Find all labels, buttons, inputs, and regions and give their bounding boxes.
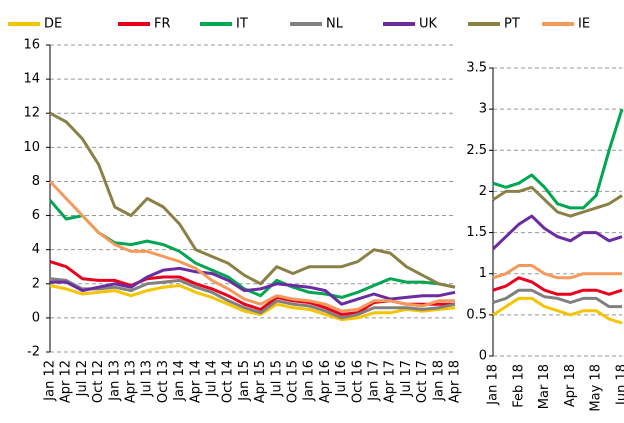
x-tick-label: Apr 12 — [59, 360, 74, 403]
legend-label: IT — [236, 17, 248, 32]
series-line — [492, 185, 623, 218]
series-line — [492, 264, 622, 280]
y-tick-label: 8 — [32, 174, 40, 189]
legend-label: FR — [154, 17, 171, 32]
x-tick-label: Apr 15 — [253, 360, 268, 403]
y-tick-label: 0 — [32, 310, 40, 325]
y-tick-label: 16 — [23, 38, 40, 53]
y-tick-label: -2 — [27, 345, 40, 360]
x-tick-label: Jul 13 — [140, 360, 155, 397]
x-tick-label: Jul 12 — [75, 360, 90, 397]
x-tick-label: Apr 16 — [318, 360, 333, 403]
series-line — [49, 284, 456, 322]
x-tick-label: Jul 14 — [205, 360, 220, 397]
series-line — [492, 288, 622, 309]
x-tick-label: Jun 18 — [615, 364, 624, 406]
x-tick-label: Mar 18 — [537, 364, 552, 409]
x-tick-label: Oct 14 — [221, 360, 236, 403]
y-tick-label: 3.5 — [466, 61, 487, 76]
y-tick-label: 12 — [23, 106, 40, 121]
x-tick-label: Jan 18 — [431, 360, 446, 402]
x-tick-label: Jan 12 — [43, 360, 58, 402]
legend-label: UK — [419, 17, 438, 32]
series-line — [49, 277, 456, 320]
legend-label: DE — [44, 17, 62, 32]
x-tick-label: Oct 12 — [91, 360, 106, 403]
series-line — [492, 276, 623, 296]
legend-label: IE — [578, 17, 590, 32]
x-tick-label: Feb 18 — [511, 364, 526, 408]
x-tick-label: Apr 18 — [448, 360, 463, 403]
series-line — [492, 296, 623, 325]
y-tick-label: 6 — [32, 208, 40, 223]
y-tick-label: 1 — [479, 266, 487, 281]
y-tick-label: 2.5 — [466, 143, 487, 158]
series-line — [48, 199, 456, 299]
y-tick-label: 3 — [479, 102, 487, 117]
series-line — [49, 111, 456, 289]
legend-label: NL — [326, 17, 344, 32]
y-tick-label: 14 — [23, 72, 40, 87]
x-tick-label: May 18 — [589, 364, 604, 412]
y-tick-label: 0 — [479, 349, 487, 364]
x-tick-label: Jan 17 — [367, 360, 382, 402]
x-tick-label: Jul 17 — [399, 360, 414, 397]
y-tick-label: 10 — [23, 140, 40, 155]
x-tick-label: Oct 17 — [415, 360, 430, 403]
y-tick-label: 1.5 — [466, 225, 487, 240]
x-tick-label: Jan 13 — [107, 360, 122, 402]
series-line — [48, 180, 455, 313]
y-tick-label: 2 — [479, 184, 487, 199]
x-tick-label: Jan 16 — [302, 360, 317, 402]
series-line — [50, 266, 456, 306]
legend-label: PT — [504, 17, 520, 32]
y-tick-label: 0.5 — [466, 307, 487, 322]
x-tick-label: Jan 15 — [237, 360, 252, 402]
y-tick-label: 2 — [32, 276, 40, 291]
x-tick-label: Apr 14 — [188, 360, 203, 403]
x-tick-label: Oct 15 — [286, 360, 301, 403]
x-tick-label: Jan 14 — [172, 360, 187, 402]
x-tick-label: Jul 15 — [269, 360, 284, 397]
x-tick-label: Oct 13 — [156, 360, 171, 403]
x-tick-label: Jan 18 — [486, 364, 501, 406]
series-line — [492, 108, 624, 210]
x-tick-label: Apr 17 — [383, 360, 398, 403]
series-line — [491, 214, 623, 251]
y-tick-label: 4 — [32, 242, 40, 257]
x-tick-label: Apr 13 — [124, 360, 139, 403]
x-tick-label: Apr 18 — [563, 364, 578, 407]
x-tick-label: Oct 16 — [350, 360, 365, 403]
x-tick-label: Jul 16 — [334, 360, 349, 397]
